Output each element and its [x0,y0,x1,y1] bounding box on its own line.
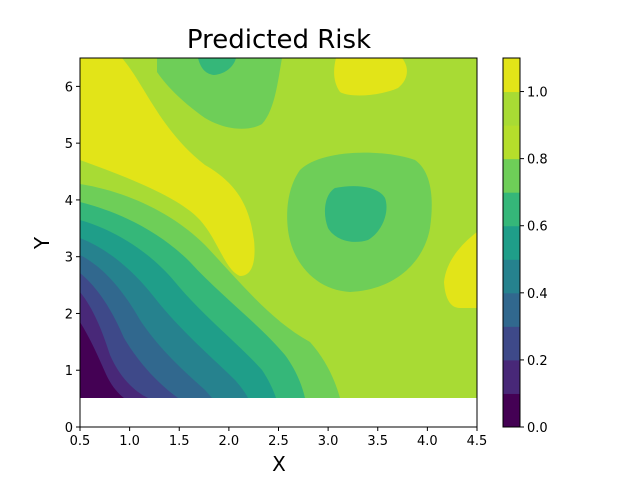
contour-green-top [157,58,282,129]
colorbar-segment [503,58,520,93]
colorbar-segment [503,326,520,361]
y-tick-label: 5 [65,137,73,152]
contour-yellow-top [334,58,407,96]
plot-area: 0.5 1.0 1.5 2.0 2.5 3.0 3.5 4.0 4.5 0 1 2 3 4 5 6 [65,57,488,449]
colorbar: 0.0 0.2 0.4 0.6 0.8 1.0 [502,57,548,436]
colorbar-segment [503,259,520,294]
contour-fill [80,58,477,398]
y-tick-label: 0 [65,421,73,436]
y-tick-label: 1 [65,364,73,379]
x-tick-label: 0.5 [70,434,91,449]
x-axis: 0.5 1.0 1.5 2.0 2.5 3.0 3.5 4.0 4.5 [70,427,488,449]
contour-yellow-right [444,232,477,308]
colorbar-tick-label: 0.0 [527,421,548,436]
y-tick-label: 4 [65,194,73,209]
contour-band-0.1 [80,322,124,398]
colorbar-segment [503,225,520,260]
x-tick-label: 2.0 [219,434,240,449]
x-tick-label: 1.5 [169,434,190,449]
colorbar-tick-label: 1.0 [527,86,548,101]
colorbar-segment [503,158,520,193]
colorbar-tick-label: 0.6 [527,220,548,235]
colorbar-segment [503,125,520,160]
colorbar-tick-label: 0.2 [527,354,548,369]
colorbar-segment [503,359,520,394]
colorbar-segment [503,393,520,428]
contour-teal-center [324,186,387,242]
x-tick-label: 1.0 [119,434,140,449]
colorbar-segment [503,91,520,126]
colorbar-segment [503,192,520,227]
colorbar-tick-label: 0.4 [527,287,548,302]
y-axis-title: Y [30,236,54,250]
y-tick-label: 6 [65,80,73,95]
y-tick-label: 3 [65,251,73,266]
x-axis-title: X [272,452,286,476]
colorbar-tick-label: 0.8 [527,153,548,168]
x-tick-label: 3.0 [318,434,339,449]
y-tick-label: 2 [65,307,73,322]
x-tick-label: 2.5 [268,434,289,449]
x-tick-label: 4.5 [467,434,488,449]
contour-teal-top [198,58,236,75]
x-tick-label: 3.5 [367,434,388,449]
colorbar-segment [503,292,520,327]
contour-yellow-left [80,58,255,276]
x-tick-label: 4.0 [417,434,438,449]
colorbar-frame [502,57,521,428]
chart-title: Predicted Risk [187,25,371,55]
y-axis: 0 1 2 3 4 5 6 [65,80,80,436]
